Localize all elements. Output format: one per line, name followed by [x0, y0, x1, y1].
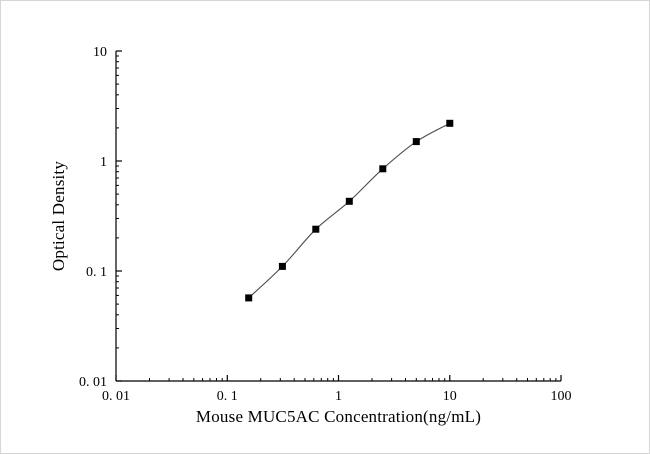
x-tick-label: 0. 01 — [102, 389, 130, 404]
data-point-marker — [379, 165, 387, 173]
data-point-marker — [312, 225, 320, 233]
x-tick-label: 1 — [335, 389, 342, 404]
x-axis-label: Mouse MUC5AC Concentration(ng/mL) — [195, 407, 482, 426]
x-tick-label: 0. 1 — [217, 389, 238, 404]
data-point-marker — [412, 138, 420, 146]
data-point-marker — [278, 262, 286, 270]
data-point-marker — [245, 294, 253, 302]
y-tick-label: 10 — [93, 45, 107, 60]
y-tick-label: 0. 01 — [79, 375, 107, 390]
data-point-marker — [345, 197, 353, 205]
y-tick-label: 0. 1 — [86, 265, 107, 280]
y-axis-label: Optical Density — [49, 160, 68, 272]
data-point-marker — [446, 119, 454, 127]
x-tick-label: 10 — [443, 389, 457, 404]
x-tick-label: 100 — [551, 389, 572, 404]
y-tick-label: 1 — [100, 155, 107, 170]
standard-curve-line — [248, 122, 451, 299]
